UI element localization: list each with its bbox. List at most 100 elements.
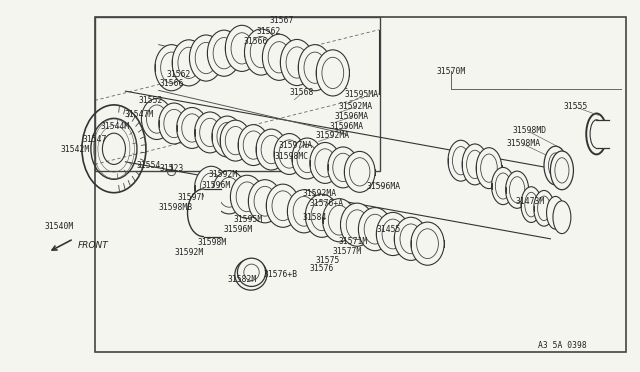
Bar (95, 17, 626, 352)
Ellipse shape (141, 99, 172, 140)
Text: 31555: 31555 (564, 102, 588, 110)
Ellipse shape (550, 151, 573, 190)
Text: 31597NA: 31597NA (278, 141, 313, 150)
Text: 31566: 31566 (244, 37, 268, 46)
Text: 31562: 31562 (257, 27, 281, 36)
Text: 31584: 31584 (303, 213, 327, 222)
Ellipse shape (238, 125, 269, 166)
Text: 31540M: 31540M (44, 222, 74, 231)
Text: 31592M: 31592M (208, 170, 237, 179)
Ellipse shape (262, 34, 296, 80)
Ellipse shape (476, 148, 502, 189)
Ellipse shape (544, 146, 567, 185)
Ellipse shape (305, 194, 339, 237)
Text: 31571M: 31571M (339, 237, 368, 246)
Ellipse shape (212, 171, 246, 214)
Text: 31597N: 31597N (177, 193, 207, 202)
Ellipse shape (237, 258, 266, 286)
Ellipse shape (159, 103, 189, 144)
Ellipse shape (177, 108, 207, 148)
Ellipse shape (316, 50, 349, 96)
Text: 31547M: 31547M (125, 110, 154, 119)
Ellipse shape (358, 208, 392, 251)
Ellipse shape (534, 190, 554, 226)
Text: 31570M: 31570M (436, 67, 466, 76)
Ellipse shape (553, 201, 571, 234)
Ellipse shape (244, 29, 278, 75)
Ellipse shape (340, 203, 374, 246)
Text: 31595M: 31595M (234, 215, 263, 224)
Text: 31554: 31554 (136, 161, 161, 170)
Ellipse shape (310, 142, 340, 183)
Text: 31576+B: 31576+B (263, 270, 298, 279)
Ellipse shape (212, 116, 243, 157)
Text: 31595MA: 31595MA (344, 90, 379, 99)
Text: 31547: 31547 (83, 135, 107, 144)
Text: 31596MA: 31596MA (367, 182, 401, 191)
Text: 31598MB: 31598MB (159, 203, 193, 212)
Text: 31598MA: 31598MA (506, 139, 541, 148)
Ellipse shape (274, 134, 305, 174)
Text: 31552: 31552 (138, 96, 163, 105)
Text: 31596M: 31596M (202, 181, 231, 190)
Text: 31455: 31455 (377, 225, 401, 234)
Ellipse shape (195, 166, 228, 209)
Ellipse shape (411, 222, 444, 265)
Text: 31592M: 31592M (174, 248, 204, 257)
Ellipse shape (188, 189, 220, 237)
Ellipse shape (225, 25, 259, 71)
Ellipse shape (506, 171, 529, 208)
Ellipse shape (195, 112, 225, 153)
Bar (204, 188, 221, 237)
Ellipse shape (256, 129, 287, 170)
Text: 31523: 31523 (159, 164, 184, 173)
Text: 31582M: 31582M (227, 275, 257, 284)
Ellipse shape (292, 138, 323, 179)
Ellipse shape (189, 35, 223, 81)
Ellipse shape (220, 120, 251, 161)
Ellipse shape (266, 184, 300, 227)
Ellipse shape (328, 147, 358, 188)
Ellipse shape (521, 187, 541, 222)
Text: 31575: 31575 (316, 256, 340, 265)
Text: 31598MC: 31598MC (274, 152, 308, 161)
Text: 31544M: 31544M (100, 122, 130, 131)
Ellipse shape (547, 196, 564, 229)
Text: 31596MA: 31596MA (330, 122, 364, 131)
Ellipse shape (448, 140, 474, 181)
Text: 31566: 31566 (159, 79, 184, 88)
Text: 31568: 31568 (290, 88, 314, 97)
Ellipse shape (323, 199, 356, 242)
Ellipse shape (248, 180, 282, 223)
Text: 31576+A: 31576+A (309, 199, 344, 208)
Bar (95, 17, 380, 171)
Ellipse shape (280, 39, 314, 86)
Text: 31596MA: 31596MA (335, 112, 369, 121)
Text: 31598MD: 31598MD (513, 126, 547, 135)
Text: 31592MA: 31592MA (316, 131, 350, 140)
Ellipse shape (155, 45, 188, 91)
Ellipse shape (462, 144, 488, 185)
Text: 31592MA: 31592MA (338, 102, 372, 111)
Ellipse shape (376, 212, 410, 256)
Text: 31577M: 31577M (332, 247, 362, 256)
Text: 31473M: 31473M (515, 197, 545, 206)
Ellipse shape (394, 217, 428, 260)
Text: 31596M: 31596M (223, 225, 253, 234)
Ellipse shape (492, 167, 515, 205)
Text: 31542M: 31542M (61, 145, 90, 154)
Text: 31567: 31567 (269, 16, 294, 25)
Ellipse shape (230, 175, 264, 218)
Ellipse shape (172, 40, 205, 86)
Text: 31576: 31576 (309, 264, 333, 273)
Text: FRONT: FRONT (78, 241, 109, 250)
Text: 31562: 31562 (167, 70, 191, 79)
Ellipse shape (287, 190, 321, 233)
Bar (596, 120, 609, 148)
Text: 31598M: 31598M (198, 238, 227, 247)
Text: A3 5A 0398: A3 5A 0398 (538, 341, 586, 350)
Ellipse shape (344, 151, 375, 192)
Ellipse shape (235, 259, 267, 290)
Ellipse shape (207, 30, 241, 76)
Ellipse shape (298, 45, 332, 91)
